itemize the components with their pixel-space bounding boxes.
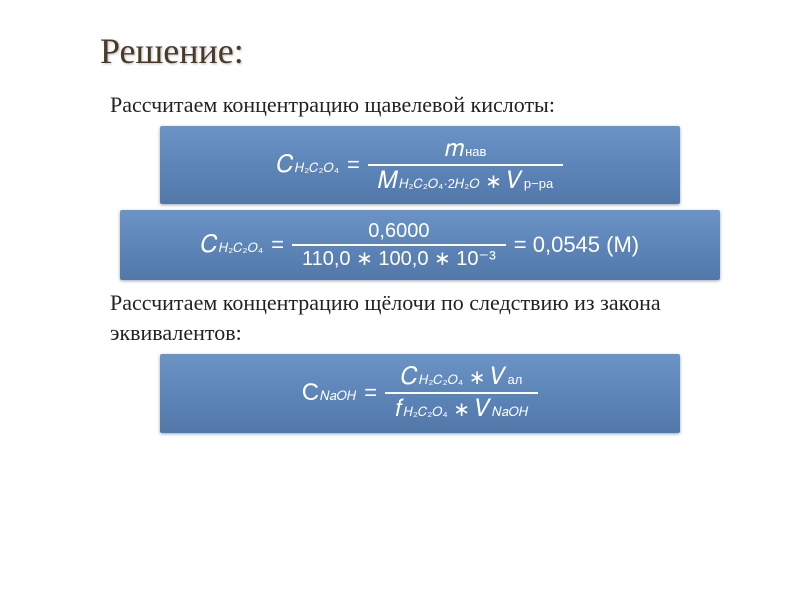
eq3-num-right-var: 𝑉 xyxy=(491,363,506,390)
eq3-num-left-var: 𝐶 xyxy=(401,363,418,390)
eq2-denominator: 110,0 ∗ 100,0 ∗ 10⁻³ xyxy=(292,244,506,272)
eq1-den-left-var: 𝑀 xyxy=(378,167,398,194)
eq3-lhs: С 𝑁𝑎𝑂𝐻 xyxy=(302,379,356,407)
eq3-lhs-sub: 𝑁𝑎𝑂𝐻 xyxy=(320,388,356,404)
eq3-num-left-sub: 𝐻₂𝐶₂𝑂₄ xyxy=(419,372,463,387)
eq2-result: = 0,0545 (М) xyxy=(514,232,639,258)
paragraph-1: Рассчитаем концентрацию щавелевой кислот… xyxy=(110,90,740,120)
eq3-num-right-sub: ал xyxy=(508,372,523,387)
equals-sign: = xyxy=(271,232,284,258)
eq1-den-op: ∗ xyxy=(480,171,508,193)
equation-2: 𝐶 𝐻₂𝐶₂𝑂₄ = 0,6000 110,0 ∗ 100,0 ∗ 10⁻³ =… xyxy=(201,218,639,272)
eq2-lhs-sub: 𝐻₂𝐶₂𝑂₄ xyxy=(219,240,263,256)
eq3-den-right-sub: 𝑁𝑎𝑂𝐻 xyxy=(492,404,528,419)
eq1-den-right-sub: р−ра xyxy=(524,176,553,191)
slide-title: Решение: xyxy=(100,30,740,72)
eq3-numerator: 𝐶𝐻₂𝐶₂𝑂₄ ∗ 𝑉ал xyxy=(391,362,532,392)
formula-box-3: С 𝑁𝑎𝑂𝐻 = 𝐶𝐻₂𝐶₂𝑂₄ ∗ 𝑉ал 𝑓𝐻₂𝐶₂𝑂₄ ∗ 𝑉𝑁𝑎𝑂𝐻 xyxy=(160,354,680,433)
eq1-fraction: 𝑚нав 𝑀𝐻₂𝐶₂𝑂₄·2𝐻₂𝑂 ∗ 𝑉р−ра xyxy=(368,134,563,197)
formula-box-1: 𝐶 𝐻₂𝐶₂𝑂₄ = 𝑚нав 𝑀𝐻₂𝐶₂𝑂₄·2𝐻₂𝑂 ∗ 𝑉р−ра xyxy=(160,126,680,205)
eq3-den-right-var: 𝑉 xyxy=(476,395,491,422)
eq1-lhs-sub: 𝐻₂𝐶₂𝑂₄ xyxy=(295,160,339,176)
eq2-lhs: 𝐶 𝐻₂𝐶₂𝑂₄ xyxy=(201,231,263,259)
eq1-num-var: 𝑚 xyxy=(445,135,465,162)
eq3-den-left-sub: 𝐻₂𝐶₂𝑂₄ xyxy=(404,404,448,419)
equation-3: С 𝑁𝑎𝑂𝐻 = 𝐶𝐻₂𝐶₂𝑂₄ ∗ 𝑉ал 𝑓𝐻₂𝐶₂𝑂₄ ∗ 𝑉𝑁𝑎𝑂𝐻 xyxy=(302,362,538,425)
eq1-denominator: 𝑀𝐻₂𝐶₂𝑂₄·2𝐻₂𝑂 ∗ 𝑉р−ра xyxy=(368,164,563,196)
eq1-lhs: 𝐶 𝐻₂𝐶₂𝑂₄ xyxy=(277,151,339,179)
eq3-den-left-var: 𝑓 xyxy=(395,395,402,422)
eq3-denominator: 𝑓𝐻₂𝐶₂𝑂₄ ∗ 𝑉𝑁𝑎𝑂𝐻 xyxy=(385,392,538,424)
eq3-lhs-var: С xyxy=(302,379,319,407)
eq1-den-left-sub: 𝐻₂𝐶₂𝑂₄·2𝐻₂𝑂 xyxy=(399,176,479,191)
equals-sign: = xyxy=(364,380,377,406)
equals-sign: = xyxy=(347,152,360,178)
eq2-fraction: 0,6000 110,0 ∗ 100,0 ∗ 10⁻³ xyxy=(292,218,506,272)
eq2-lhs-var: 𝐶 xyxy=(201,231,218,259)
eq1-num-sub: нав xyxy=(465,144,486,159)
eq3-num-op: ∗ xyxy=(463,367,491,389)
formula-box-2: 𝐶 𝐻₂𝐶₂𝑂₄ = 0,6000 110,0 ∗ 100,0 ∗ 10⁻³ =… xyxy=(120,210,720,280)
eq1-den-right-var: 𝑉 xyxy=(507,167,522,194)
paragraph-2: Рассчитаем концентрацию щёлочи по следст… xyxy=(110,288,740,347)
equation-1: 𝐶 𝐻₂𝐶₂𝑂₄ = 𝑚нав 𝑀𝐻₂𝐶₂𝑂₄·2𝐻₂𝑂 ∗ 𝑉р−ра xyxy=(277,134,563,197)
eq1-numerator: 𝑚нав xyxy=(435,134,497,164)
eq3-fraction: 𝐶𝐻₂𝐶₂𝑂₄ ∗ 𝑉ал 𝑓𝐻₂𝐶₂𝑂₄ ∗ 𝑉𝑁𝑎𝑂𝐻 xyxy=(385,362,538,425)
eq1-lhs-var: 𝐶 xyxy=(277,151,294,179)
eq3-den-op: ∗ xyxy=(448,399,476,421)
eq2-numerator: 0,6000 xyxy=(358,218,439,244)
slide: Решение: Рассчитаем концентрацию щавелев… xyxy=(0,0,800,600)
